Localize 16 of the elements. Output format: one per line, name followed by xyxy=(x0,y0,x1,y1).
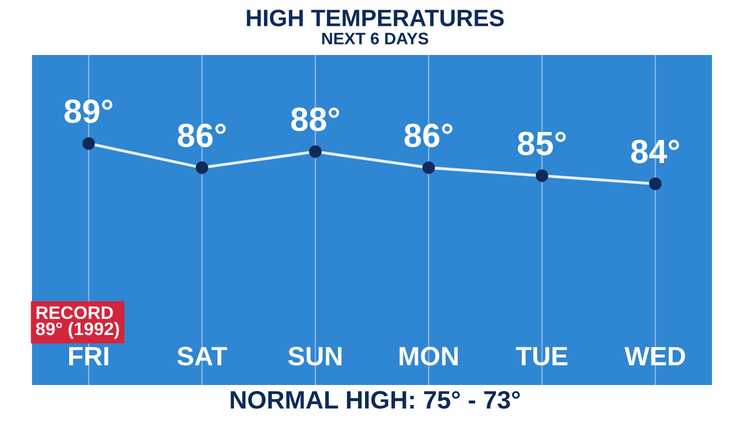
data-label: 86° xyxy=(404,124,452,148)
x-tick-label: MON xyxy=(400,346,458,366)
data-label: 85° xyxy=(518,132,566,156)
x-tick-label: WED xyxy=(624,347,686,366)
data-label: 89° xyxy=(64,99,112,124)
data-label: 88° xyxy=(291,108,340,132)
text: RECORD 89° (1992) xyxy=(36,306,120,339)
text: NORMAL HIGH: 75° - 73° xyxy=(230,391,520,409)
x-tick-label: FRI xyxy=(69,347,108,366)
x-tick-label: TUE xyxy=(516,347,568,366)
x-tick-label: SUN xyxy=(288,346,342,366)
chart-title: HIGH TEMPERATURES xyxy=(246,10,504,26)
data-label: 86° xyxy=(178,124,226,148)
x-tick-label: SAT xyxy=(177,346,228,366)
data-label: 84° xyxy=(631,140,680,164)
chart-subtitle: NEXT 6 DAYS xyxy=(322,32,428,44)
